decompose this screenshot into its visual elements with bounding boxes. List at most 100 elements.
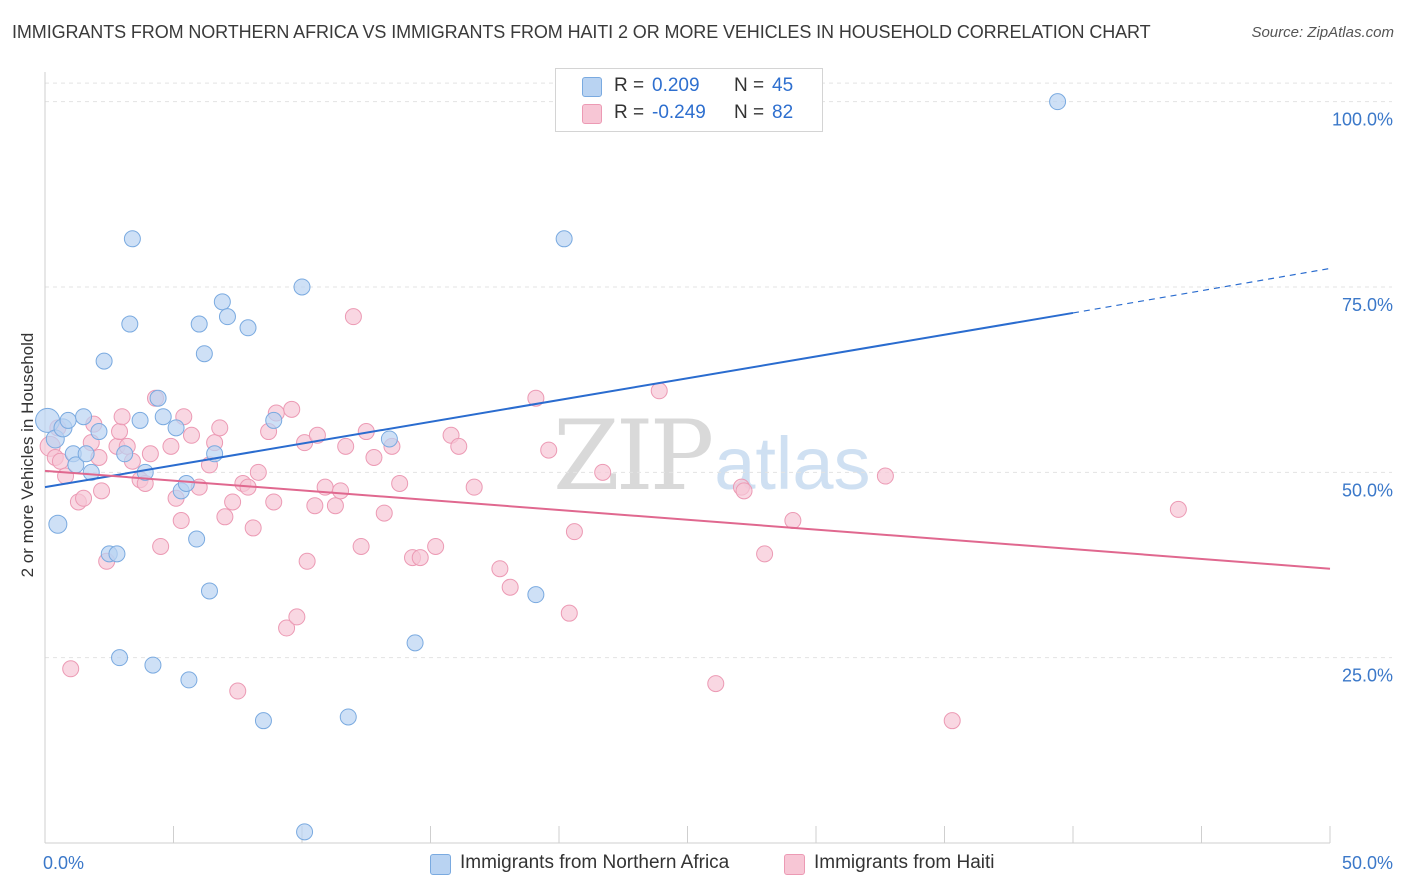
blue-data-point: [239, 319, 257, 337]
pink-data-point: [337, 437, 355, 455]
blue-data-point: [195, 345, 213, 363]
haiti-points-layer: [39, 308, 1187, 730]
blue-data-point: [75, 408, 93, 426]
pink-data-point: [113, 408, 131, 426]
pink-data-point: [527, 389, 545, 407]
blue-data-point: [48, 514, 68, 534]
blue-data-point: [177, 474, 195, 492]
pink-data-point: [391, 474, 409, 492]
blue-data-point: [213, 293, 231, 311]
blue-data-point: [380, 430, 398, 448]
pink-data-point: [283, 400, 301, 418]
x-tick-label-min: 0.0%: [43, 853, 84, 873]
blue-data-point: [116, 445, 134, 463]
pink-data-point: [707, 675, 725, 693]
blue-data-point: [180, 671, 198, 689]
pink-data-point: [650, 382, 668, 400]
pink-data-point: [352, 537, 370, 555]
pink-data-point: [244, 519, 262, 537]
pink-data-point: [75, 489, 93, 507]
pink-data-point: [450, 437, 468, 455]
blue-data-point: [265, 411, 283, 429]
pink-data-point: [298, 552, 316, 570]
blue-data-point: [59, 411, 77, 429]
blue-data-point: [339, 708, 357, 726]
pink-trend-line: [44, 469, 1331, 570]
series-name: Immigrants from Northern Africa: [460, 852, 730, 873]
pink-data-point: [278, 619, 296, 637]
legend-n-label: N =: [734, 102, 765, 123]
series-name: Immigrants from Haiti: [814, 852, 995, 873]
blue-trend-extension: [1072, 267, 1331, 314]
chart-title: IMMIGRANTS FROM NORTHERN AFRICA VS IMMIG…: [12, 22, 1151, 42]
pink-data-point: [540, 441, 558, 459]
pink-data-point: [172, 512, 190, 530]
y-axis-label: 2 or more Vehicles in Household: [18, 332, 37, 578]
pink-data-point: [375, 504, 393, 522]
pink-data-point: [229, 682, 247, 700]
blue-data-point: [296, 823, 314, 841]
axis-layer: [44, 72, 1331, 844]
pink-data-point: [565, 523, 583, 541]
blue-data-point: [154, 408, 172, 426]
y-tick-label: 25.0%: [1342, 666, 1393, 686]
trend-layer: [44, 267, 1331, 570]
pink-data-point: [306, 497, 324, 515]
source-label: Source: ZipAtlas.com: [1251, 24, 1394, 41]
pink-data-point: [182, 426, 200, 444]
blue-data-point: [111, 649, 129, 667]
pink-data-point: [365, 449, 383, 466]
legend-n-value: 45: [772, 75, 794, 96]
blue-data-point: [254, 712, 272, 730]
northern-africa-points-layer: [35, 93, 1067, 841]
pink-data-point: [876, 467, 894, 485]
blue-data-point: [144, 656, 162, 674]
legend-n-label: N =: [734, 75, 765, 96]
pink-data-point: [411, 549, 429, 567]
pink-data-point: [943, 712, 961, 730]
blue-data-point: [121, 315, 139, 333]
blue-data-point: [1049, 93, 1067, 111]
blue-data-point: [95, 352, 113, 370]
y-tick-label: 100.0%: [1332, 110, 1393, 130]
pink-data-point: [211, 419, 229, 437]
pink-data-point: [735, 482, 753, 500]
legend-r-value: 0.209: [652, 75, 700, 96]
pink-data-point: [141, 445, 159, 463]
series-swatch-blue: [430, 854, 451, 875]
legend-swatch-blue: [582, 77, 602, 97]
correlation-legend: R = 0.209 N = 45 R = -0.249 N = 82: [555, 68, 823, 132]
pink-data-point: [326, 497, 344, 515]
blue-data-point: [406, 634, 424, 652]
pink-data-point: [249, 463, 267, 481]
pink-data-point: [265, 493, 283, 511]
blue-data-point: [218, 308, 236, 326]
blue-data-point: [108, 545, 126, 563]
blue-data-point: [527, 586, 545, 604]
blue-data-point: [293, 278, 311, 296]
legend-r-label: R =: [614, 75, 645, 96]
blue-data-point: [555, 230, 573, 248]
legend-r-value: -0.249: [652, 102, 706, 123]
x-tick-label-max: 50.0%: [1342, 853, 1393, 873]
series-swatch-pink: [784, 854, 805, 875]
y-tick-label: 75.0%: [1342, 295, 1393, 315]
pink-data-point: [491, 560, 509, 578]
blue-data-point: [188, 530, 206, 548]
pink-data-point: [501, 578, 519, 596]
pink-data-point: [288, 608, 306, 626]
pink-data-point: [62, 660, 80, 678]
blue-data-point: [131, 411, 149, 429]
pink-data-point: [162, 437, 180, 455]
legend-n-value: 82: [772, 102, 794, 123]
legend-r-label: R =: [614, 102, 645, 123]
pink-data-point: [756, 545, 774, 563]
pink-data-point: [93, 482, 111, 500]
pink-data-point: [465, 478, 483, 496]
blue-data-point: [167, 419, 185, 437]
blue-data-point: [190, 315, 208, 333]
pink-data-point: [224, 493, 242, 511]
tick-label-layer: 100.0% 75.0% 50.0% 25.0% 0.0% 50.0%: [43, 110, 1393, 873]
blue-data-point: [90, 423, 108, 441]
